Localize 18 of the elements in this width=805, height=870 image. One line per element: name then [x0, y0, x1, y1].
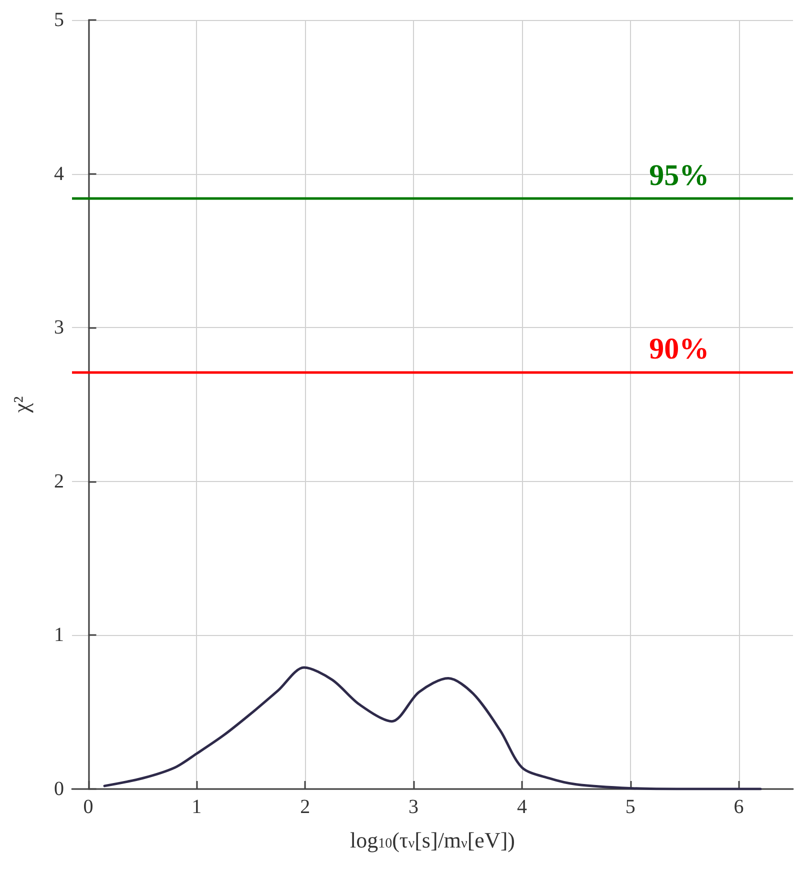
y-tick-label: 0: [54, 778, 64, 800]
x-tick-label: 4: [516, 796, 527, 818]
x-tick-label: 1: [192, 796, 202, 818]
x-axis-title: log10(τν[s]/mν[eV]): [350, 828, 516, 852]
x-tick-label: 3: [408, 796, 419, 818]
x-tick-label: 2: [300, 796, 310, 818]
y-tick-label: 2: [54, 470, 64, 492]
annotation: 90%: [649, 332, 710, 366]
x-tick-label: 6: [734, 796, 744, 818]
y-tick-label: 5: [54, 9, 64, 31]
line-series: [103, 666, 762, 790]
y-tick-label: 3: [54, 316, 64, 339]
annotation: 95%: [649, 158, 710, 192]
y-axis-title: χ²: [8, 396, 34, 414]
x-tick-label: 0: [83, 796, 94, 818]
x-tick-label: 5: [625, 796, 636, 818]
y-tick-label: 1: [54, 624, 64, 646]
y-tick-label: 4: [54, 162, 64, 185]
